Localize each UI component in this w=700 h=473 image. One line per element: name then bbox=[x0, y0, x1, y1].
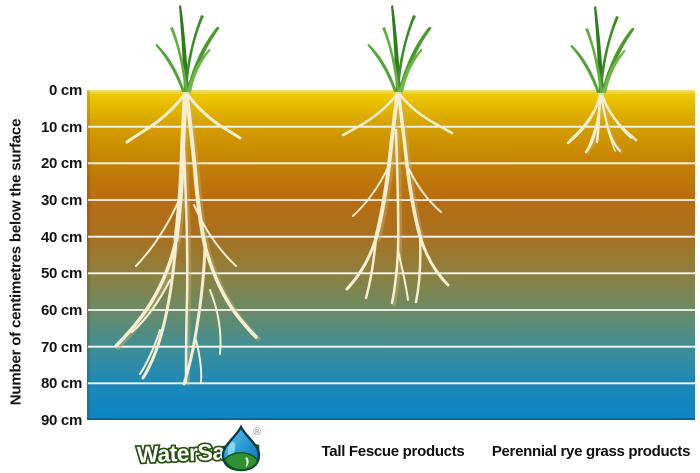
grass-tuft-fescue bbox=[367, 5, 432, 94]
axis-tick-30cm: 30 cm bbox=[40, 192, 82, 209]
water-drop-icon bbox=[221, 424, 261, 472]
product-label-tall-fescue: Tall Fescue products bbox=[321, 443, 465, 460]
axis-tick-20cm: 20 cm bbox=[40, 155, 82, 172]
axis-tick-70cm: 70 cm bbox=[40, 339, 82, 356]
grass-tuft-rye bbox=[570, 6, 635, 95]
watersaver-logo: WaterSaver ® bbox=[135, 424, 261, 472]
axis-tick-80cm: 80 cm bbox=[40, 375, 82, 392]
axis-tick-10cm: 10 cm bbox=[40, 119, 82, 136]
axis-tick-90cm: 90 cm bbox=[40, 412, 82, 429]
root-system-watersaver bbox=[114, 87, 258, 386]
axis-tick-40cm: 40 cm bbox=[40, 229, 82, 246]
axis-tick-0cm: 0 cm bbox=[49, 82, 82, 99]
registered-trademark-icon: ® bbox=[253, 426, 261, 438]
soil-left-edge bbox=[87, 90, 90, 420]
root-system-rye bbox=[566, 90, 638, 154]
axis-tick-60cm: 60 cm bbox=[40, 302, 82, 319]
product-label-perennial-rye: Perennial rye grass products bbox=[491, 443, 691, 460]
root-system-fescue bbox=[341, 88, 454, 305]
grass-tuft-watersaver bbox=[155, 5, 220, 94]
axis-tick-50cm: 50 cm bbox=[40, 265, 82, 282]
